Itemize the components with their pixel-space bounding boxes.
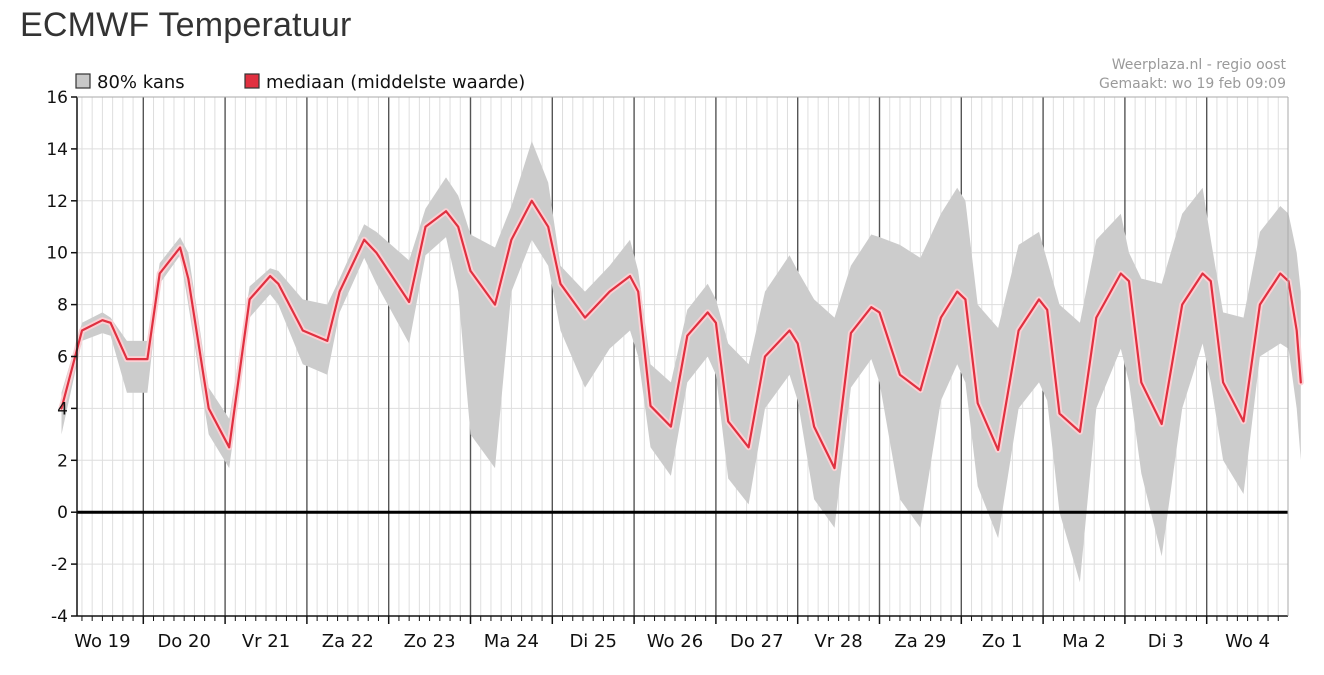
y-tick-label: 10	[46, 244, 68, 264]
y-tick-label: 4	[57, 399, 68, 419]
legend-swatch-band	[75, 73, 91, 89]
legend-label-band: 80% kans	[97, 72, 185, 93]
y-tick-label: -2	[51, 555, 68, 575]
axes-layer: -4 -2 0 2 4 6 8 10 12 14 16 Wo 19 Do 20 Vr 21 Za 22 Zo …	[46, 88, 1289, 652]
x-day-label: Ma 2	[1062, 631, 1106, 652]
median-line	[60, 199, 1302, 470]
legend: 80% kans mediaan (middelste waarde)	[75, 72, 525, 93]
legend-label-median: mediaan (middelste waarde)	[266, 72, 525, 93]
x-day-label: Di 25	[569, 631, 617, 652]
legend-swatch-median	[244, 73, 260, 89]
x-day-label: Vr 28	[814, 631, 862, 652]
x-day-label: Do 20	[157, 631, 211, 652]
x-day-label: Zo 23	[404, 631, 456, 652]
x-day-label: Di 3	[1148, 631, 1184, 652]
x-day-label: Za 22	[322, 631, 374, 652]
page-title: ECMWF Temperatuur	[20, 6, 352, 44]
y-tick-label: 2	[57, 451, 68, 471]
y-tick-label: 8	[57, 296, 68, 316]
x-day-label: Ma 24	[484, 631, 539, 652]
y-tick-label: 6	[57, 348, 68, 368]
y-tick-label: -4	[51, 607, 68, 627]
x-day-label: Do 27	[730, 631, 784, 652]
y-tick-label: 0	[57, 503, 68, 523]
x-day-label: Za 29	[894, 631, 946, 652]
x-day-label: Vr 21	[242, 631, 290, 652]
x-day-label: Wo 4	[1225, 631, 1270, 652]
credit-made: Gemaakt: wo 19 feb 09:09	[1099, 76, 1286, 92]
y-tick-label: 12	[46, 192, 68, 212]
y-tick-label: 16	[46, 88, 68, 108]
median-layer	[58, 197, 1304, 472]
x-day-label: Wo 19	[74, 631, 130, 652]
y-tick-label: 14	[46, 140, 68, 160]
x-day-label: Wo 26	[647, 631, 703, 652]
credit-source: Weerplaza.nl - regio oost	[1112, 57, 1287, 73]
x-day-label: Zo 1	[982, 631, 1023, 652]
